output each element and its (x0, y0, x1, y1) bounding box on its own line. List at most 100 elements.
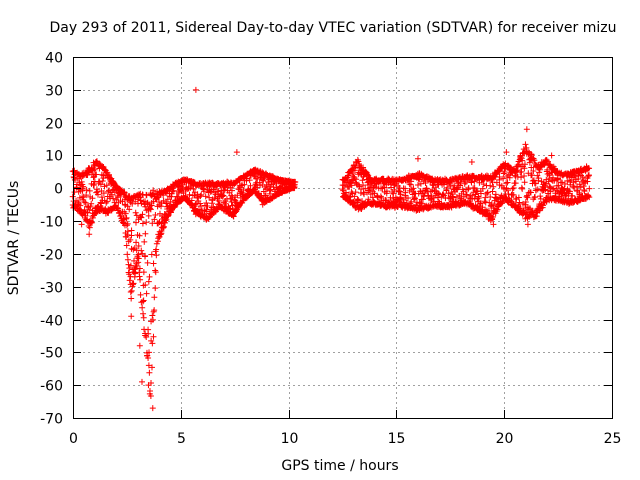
data-point (191, 192, 198, 199)
data-point (142, 230, 149, 237)
data-point (247, 182, 254, 189)
data-point (148, 364, 155, 371)
data-point (101, 166, 108, 173)
data-point (566, 188, 573, 195)
data-point (489, 216, 496, 223)
axis-ticks: -70 -60 -50 -40 -30 -20 -10 0 10 20 30 40 0 5 10 15 20 25 (40, 51, 621, 448)
data-point (262, 192, 269, 199)
data-point (260, 175, 267, 182)
data-point (405, 195, 412, 202)
data-point (545, 178, 552, 185)
data-point (476, 179, 483, 186)
data-point (585, 193, 592, 200)
data-point (149, 220, 156, 227)
data-point (133, 239, 140, 246)
data-point (124, 256, 131, 263)
data-point (160, 224, 167, 231)
data-point (490, 221, 497, 228)
data-point (140, 269, 147, 276)
plot-frame (73, 57, 613, 419)
data-point (195, 206, 202, 213)
data-point (123, 242, 130, 249)
data-point (96, 178, 103, 185)
data-point (259, 201, 266, 208)
data-point (121, 189, 128, 196)
data-point (124, 251, 131, 258)
data-point (198, 191, 205, 198)
data-point (487, 182, 494, 189)
data-point (136, 232, 143, 239)
data-point (228, 187, 235, 194)
y-tick-label: 30 (45, 84, 63, 100)
data-point (510, 191, 517, 198)
data-point (535, 175, 542, 182)
data-point (355, 197, 362, 204)
data-point (277, 183, 284, 190)
data-point (445, 190, 452, 197)
data-point (93, 171, 100, 178)
data-point (509, 185, 516, 192)
data-point (581, 188, 588, 195)
data-point (521, 172, 528, 179)
data-point (91, 166, 98, 173)
data-point (203, 199, 210, 206)
data-point (152, 212, 159, 219)
data-point (537, 193, 544, 200)
data-point (514, 167, 521, 174)
data-point (512, 168, 519, 175)
y-tick-label: 10 (45, 149, 63, 165)
data-point (533, 213, 540, 220)
data-point (524, 221, 531, 228)
data-point (358, 204, 365, 211)
data-point (240, 186, 247, 193)
data-point (128, 227, 135, 234)
data-point (515, 194, 522, 201)
data-point (153, 246, 160, 253)
data-point (201, 188, 208, 195)
data-point (143, 219, 150, 226)
data-point (145, 355, 152, 362)
data-point (537, 195, 544, 202)
data-point (222, 200, 229, 207)
data-point (351, 193, 358, 200)
data-point (91, 181, 98, 188)
x-tick-label: 5 (177, 431, 186, 447)
y-tick-label: -50 (40, 346, 63, 362)
data-point (204, 203, 211, 210)
data-point (138, 378, 145, 385)
y-tick-label: 20 (45, 117, 63, 133)
chart-title: Day 293 of 2011, Sidereal Day-to-day VTE… (50, 20, 617, 36)
data-point (527, 189, 534, 196)
data-point (383, 190, 390, 197)
data-point (374, 194, 381, 201)
data-point (434, 194, 441, 201)
data-point (149, 405, 156, 412)
data-point (465, 186, 472, 193)
data-point (83, 192, 90, 199)
data-point (100, 190, 107, 197)
data-point (197, 200, 204, 207)
data-point (86, 224, 93, 231)
data-point (517, 205, 524, 212)
data-point (151, 294, 158, 301)
data-point (546, 183, 553, 190)
data-point (80, 183, 87, 190)
data-point (132, 219, 139, 226)
data-point (523, 126, 530, 133)
data-point (126, 206, 133, 213)
data-point (153, 252, 160, 259)
data-point (139, 211, 146, 218)
data-point (78, 221, 85, 228)
data-point (571, 184, 578, 191)
data-point (569, 192, 576, 199)
data-point (127, 288, 134, 295)
data-point (94, 191, 101, 198)
data-point (143, 334, 150, 341)
data-point (81, 198, 88, 205)
data-point (133, 212, 140, 219)
data-point (500, 170, 507, 177)
y-tick-label: -70 (40, 412, 63, 428)
data-point (576, 189, 583, 196)
data-point (501, 169, 508, 176)
data-point (136, 273, 143, 280)
